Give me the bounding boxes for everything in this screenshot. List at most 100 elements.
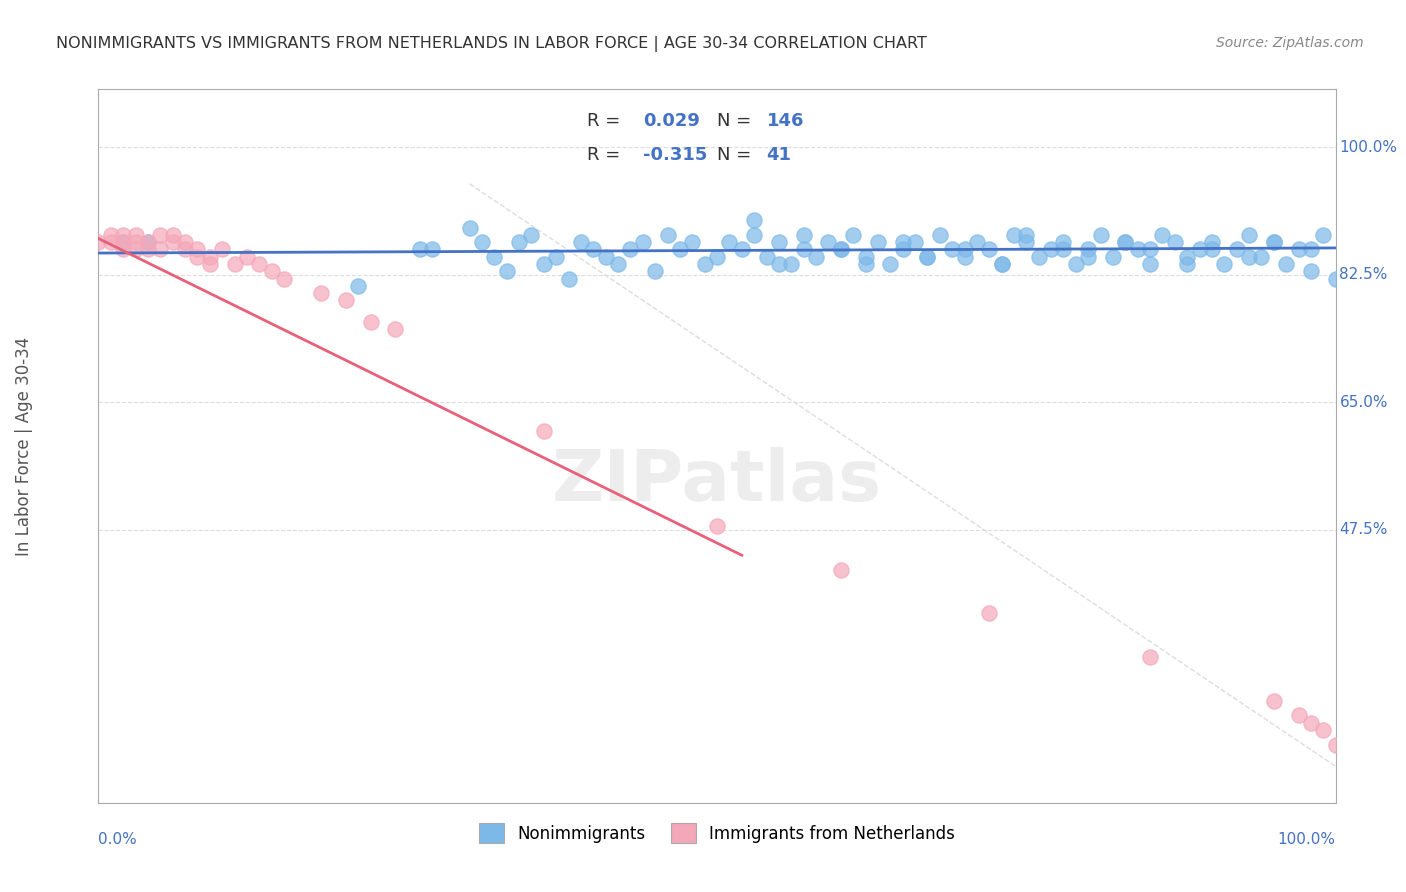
Point <box>1299 243 1322 257</box>
Text: 0.0%: 0.0% <box>98 832 138 847</box>
Point <box>162 235 184 249</box>
Point <box>979 243 1001 257</box>
Point <box>1126 243 1149 257</box>
Point <box>260 264 283 278</box>
Point <box>1324 738 1347 752</box>
Point <box>830 243 852 257</box>
Text: R =: R = <box>588 146 626 164</box>
Point <box>1102 250 1125 264</box>
Point <box>1275 257 1298 271</box>
Point <box>236 250 259 264</box>
Point <box>1015 235 1038 249</box>
Point <box>595 250 617 264</box>
Point <box>990 257 1012 271</box>
Point <box>706 250 728 264</box>
Point <box>693 257 716 271</box>
Text: 0.029: 0.029 <box>643 112 700 130</box>
Point <box>768 235 790 249</box>
Point <box>124 227 146 242</box>
Point <box>1299 264 1322 278</box>
Point <box>644 264 666 278</box>
Point <box>347 278 370 293</box>
Point <box>768 257 790 271</box>
Point <box>631 235 654 249</box>
Point <box>928 227 950 242</box>
Point <box>917 250 939 264</box>
Text: NONIMMIGRANTS VS IMMIGRANTS FROM NETHERLANDS IN LABOR FORCE | AGE 30-34 CORRELAT: NONIMMIGRANTS VS IMMIGRANTS FROM NETHERL… <box>56 36 927 52</box>
Point <box>1263 235 1285 249</box>
Point <box>718 235 741 249</box>
Point <box>224 257 246 271</box>
Text: 100.0%: 100.0% <box>1278 832 1336 847</box>
Point <box>917 250 939 264</box>
Point <box>247 257 270 271</box>
Point <box>879 257 901 271</box>
Point <box>681 235 703 249</box>
Point <box>508 235 530 249</box>
Point <box>136 235 159 249</box>
Point <box>1299 715 1322 730</box>
Point <box>360 315 382 329</box>
Text: Source: ZipAtlas.com: Source: ZipAtlas.com <box>1216 36 1364 50</box>
Point <box>966 235 988 249</box>
Point <box>1175 257 1198 271</box>
Point <box>186 250 208 264</box>
Point <box>1213 257 1236 271</box>
Point <box>1263 694 1285 708</box>
Point <box>1052 235 1074 249</box>
Point <box>1237 250 1260 264</box>
Point <box>1312 723 1334 737</box>
Point <box>953 250 976 264</box>
Point <box>1052 243 1074 257</box>
Text: 82.5%: 82.5% <box>1340 268 1388 283</box>
Point <box>1201 235 1223 249</box>
Point <box>1201 243 1223 257</box>
Point <box>990 257 1012 271</box>
Point <box>1114 235 1136 249</box>
Point <box>422 243 444 257</box>
Text: 65.0%: 65.0% <box>1340 395 1388 409</box>
Point <box>891 243 914 257</box>
Point <box>87 235 110 249</box>
Point <box>941 243 963 257</box>
Text: 47.5%: 47.5% <box>1340 522 1388 537</box>
Point <box>1188 243 1211 257</box>
Point <box>471 235 494 249</box>
Point <box>953 243 976 257</box>
Point <box>706 519 728 533</box>
Point <box>1288 243 1310 257</box>
Point <box>1237 227 1260 242</box>
Text: R =: R = <box>588 112 626 130</box>
Point <box>1139 650 1161 665</box>
Point <box>484 250 506 264</box>
Point <box>793 243 815 257</box>
Point <box>830 563 852 577</box>
Point <box>855 257 877 271</box>
Point <box>174 243 197 257</box>
Point <box>112 235 135 249</box>
Point <box>458 220 481 235</box>
Point <box>1288 708 1310 723</box>
Point <box>1002 227 1025 242</box>
Text: In Labor Force | Age 30-34: In Labor Force | Age 30-34 <box>15 336 34 556</box>
Point <box>669 243 692 257</box>
Point <box>100 227 122 242</box>
Point <box>1152 227 1174 242</box>
Text: -0.315: -0.315 <box>643 146 707 164</box>
Point <box>1263 235 1285 249</box>
Point <box>124 235 146 249</box>
Point <box>309 286 332 301</box>
Point <box>742 213 765 227</box>
Point <box>904 235 927 249</box>
Point <box>112 243 135 257</box>
Point <box>112 235 135 249</box>
Point <box>186 243 208 257</box>
Point <box>793 227 815 242</box>
Point <box>891 235 914 249</box>
Point <box>162 227 184 242</box>
Point <box>866 235 889 249</box>
Point <box>136 235 159 249</box>
Point <box>533 425 555 439</box>
Point <box>607 257 630 271</box>
Point <box>1164 235 1187 249</box>
